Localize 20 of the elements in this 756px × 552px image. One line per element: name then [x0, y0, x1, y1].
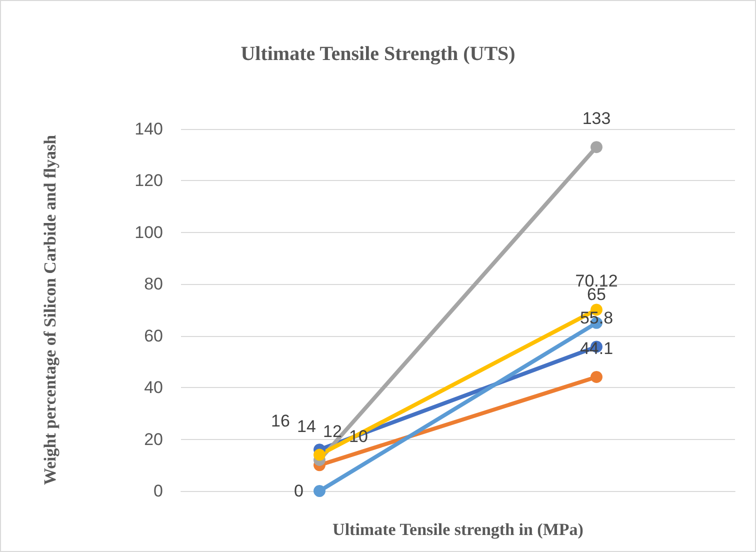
x-axis-title: Ultimate Tensile strength in (MPa) — [332, 520, 584, 539]
y-tick-label: 60 — [144, 326, 163, 346]
data-label: 14 — [297, 416, 316, 436]
y-tick-label: 40 — [144, 378, 163, 398]
point — [590, 141, 602, 154]
y-tick-label: 80 — [144, 274, 163, 294]
data-label: 133 — [582, 109, 611, 128]
y-tick-label: 120 — [134, 171, 163, 190]
y-tick-label: 140 — [134, 120, 163, 138]
y-tick-label: 0 — [154, 482, 163, 500]
point — [314, 448, 326, 461]
data-label: 12 — [323, 422, 342, 441]
y-axis-title: Weight percentage of Silicon Carbide and flyash — [40, 134, 60, 486]
point — [590, 370, 602, 383]
data-label: 0 — [294, 482, 304, 500]
y-tick-label: 100 — [134, 222, 163, 242]
data-label: 16 — [271, 412, 290, 431]
point — [314, 485, 326, 497]
y-tick-label: 20 — [144, 430, 163, 449]
chart-title: Ultimate Tensile Strength (UTS) — [240, 43, 516, 65]
